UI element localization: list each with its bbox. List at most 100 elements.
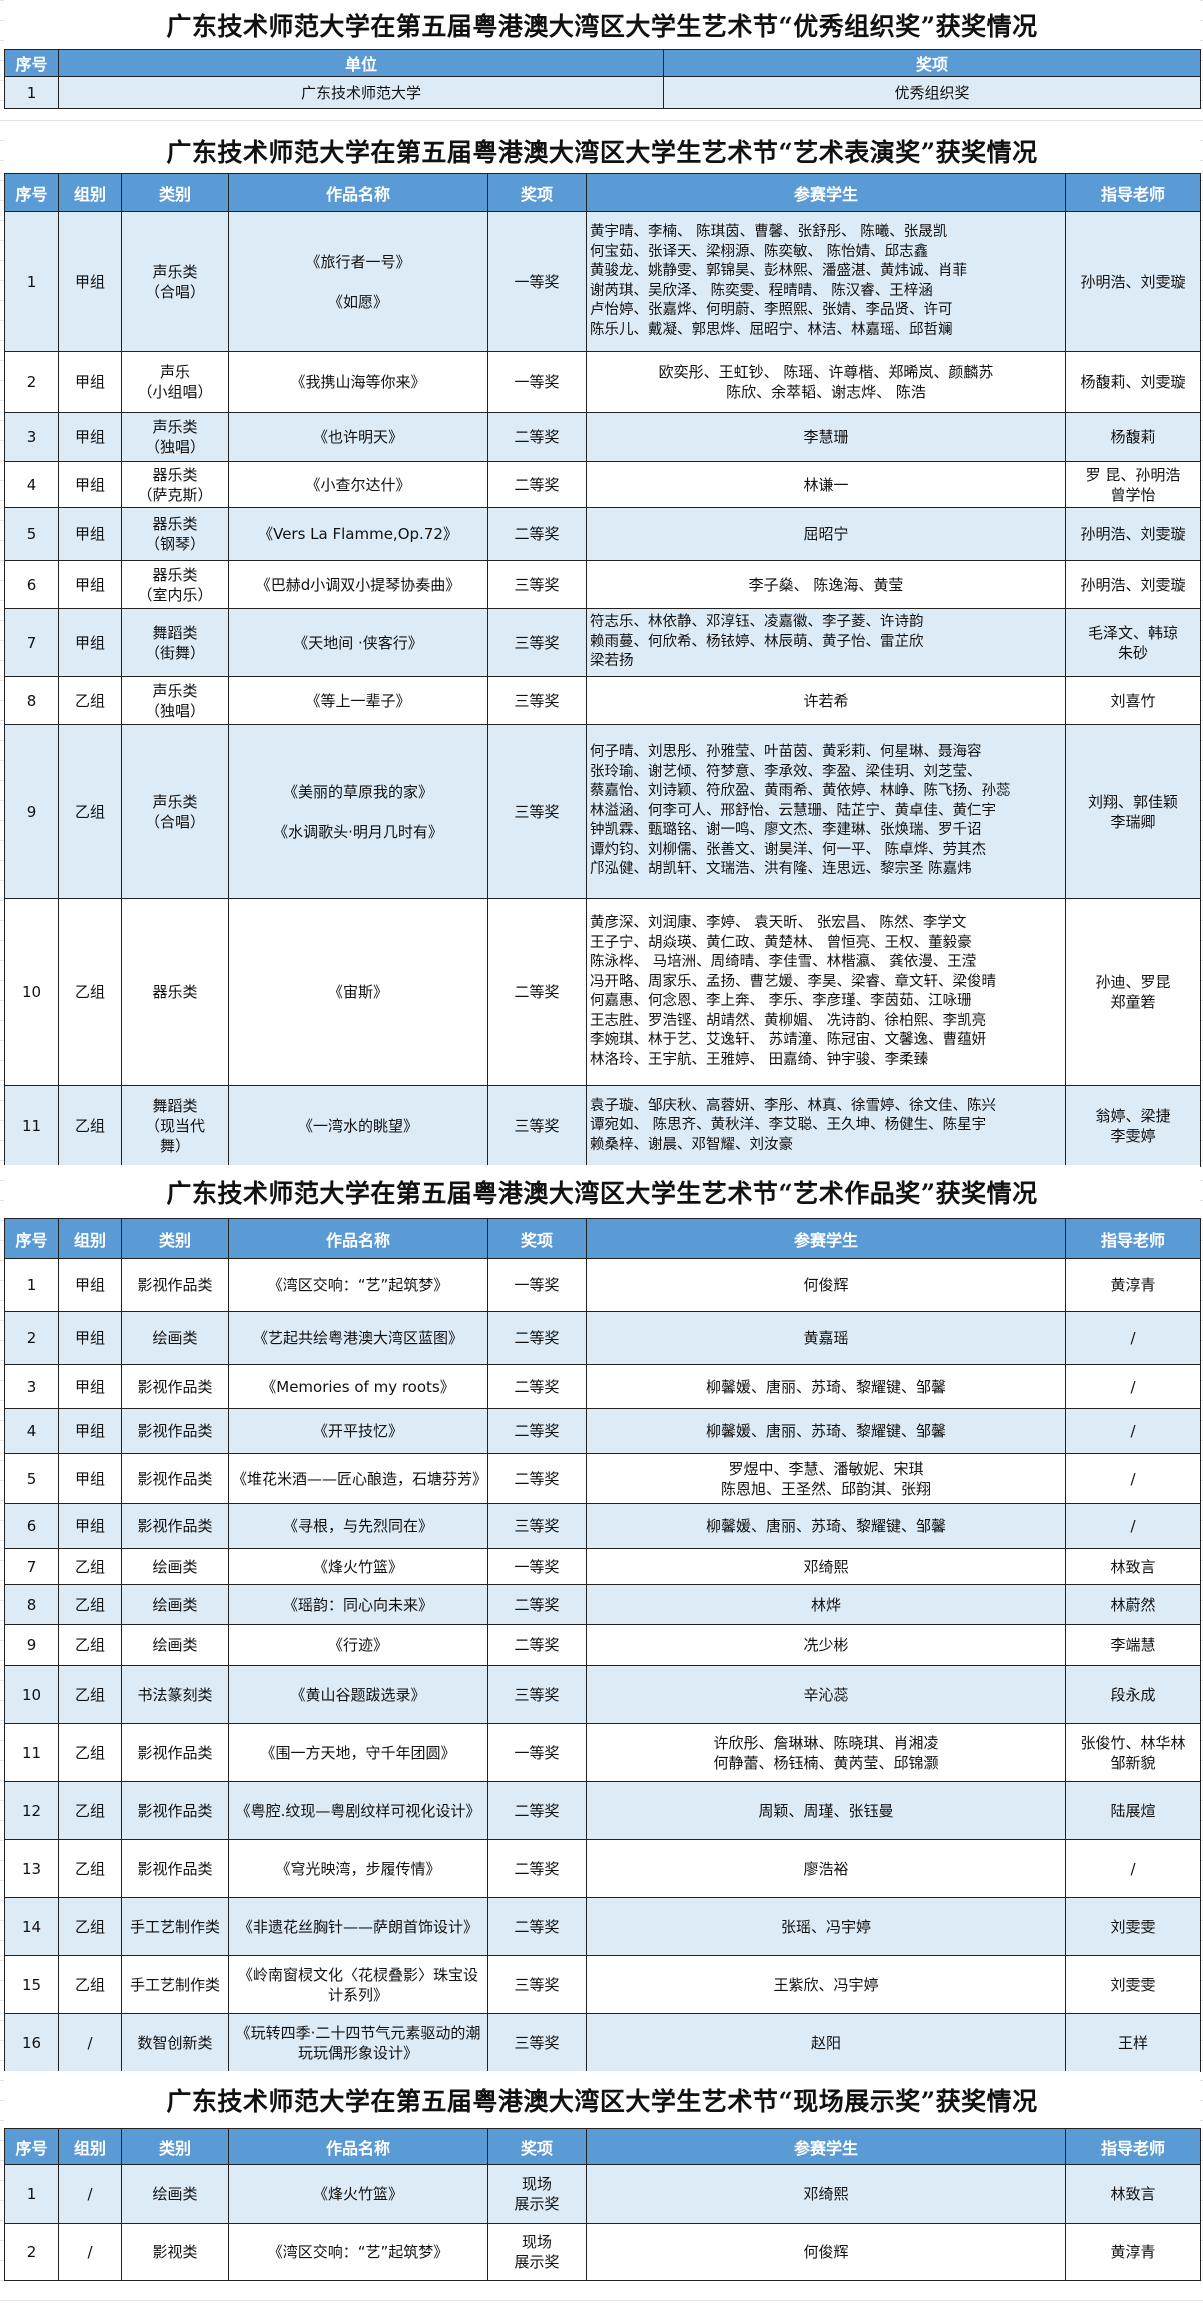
cell-group: / (58, 2164, 122, 2224)
table-row: 4 甲组 器乐类 （萨克斯） 《小查尔达什》 二等奖 林谦一罗 昆、孙明浩 曾学怡 (4, 461, 1201, 508)
cell-students: 李慧珊 (586, 412, 1066, 462)
cell-group: 乙组 (58, 1548, 122, 1585)
cell-teacher: 孙明浩、刘雯璇 (1065, 211, 1201, 352)
cell-work: 《等上一辈子》 (228, 676, 488, 725)
cell-no: 3 (4, 1364, 59, 1409)
cell-students: 罗煜中、李慧、潘敏妮、宋琪 陈恩旭、王圣然、邱韵淇、张翔 (586, 1453, 1066, 1504)
cell-students: 何子晴、刘思彤、孙雅莹、叶苗茵、黄彩莉、何星琳、聂海容 张玲瑜、谢艺倾、符梦意、… (586, 724, 1066, 899)
column-header-work: 作品名称 (228, 173, 488, 212)
cell-category: 器乐类 （萨克斯） (121, 461, 229, 508)
award-section: 广东技术师范大学在第五届粤港澳大湾区大学生艺术节“艺术作品奖”获奖情况 序号 组别类… (4, 1165, 1201, 2072)
table-row: 1 甲组 影视作品类 《湾区交响：“艺”起筑梦》 一等奖 何俊辉 黄淳青 (4, 1258, 1201, 1312)
table-row: 9 乙组 绘画类 《行迹》 二等奖 冼少彬 李端慧 (4, 1624, 1201, 1666)
cell-group: 乙组 (58, 676, 122, 725)
cell-work: 《黄山谷题跋选录》 (228, 1665, 488, 1724)
cell-category: 绘画类 (121, 1584, 229, 1625)
column-header-category: 类别 (121, 1218, 229, 1259)
cell-teacher: 黄淳青 (1065, 1258, 1201, 1312)
cell-group: 乙组 (58, 1839, 122, 1898)
table-row: 2 甲组 声乐 （小组唱） 《我携山海等你来》 一等奖 欧奕彤、王虹钞、 陈瑶、许尊楷、郑… (4, 351, 1201, 413)
cell-students: 林烨 (586, 1584, 1066, 1625)
cell-teacher: 翁婷、梁捷 李雯婷 (1065, 1085, 1201, 1167)
cell-category: 书法篆刻类 (121, 1665, 229, 1724)
cell-students: 柳馨媛、唐丽、苏琦、黎耀键、邹馨 (586, 1364, 1066, 1409)
cell-teacher: 李端慧 (1065, 1624, 1201, 1666)
table-row: 1/绘画类 《烽火竹篮》 现场 展示奖 邓绮熙 林致言 (4, 2164, 1201, 2224)
cell-work: 《天地间 ·侠客行》 (228, 608, 488, 677)
cell-teacher: 张俊竹、林华林 邹新貌 (1065, 1723, 1201, 1782)
cell-category: 器乐类 （钢琴） (121, 507, 229, 561)
cell-no: 2 (4, 1311, 59, 1365)
table-row: 7 乙组 绘画类 《烽火竹篮》 一等奖 邓绮熙 林致言 (4, 1548, 1201, 1585)
cell-group: 甲组 (58, 1311, 122, 1365)
column-header-no: 序号 (4, 49, 59, 77)
cell-group: 乙组 (58, 1085, 122, 1167)
header-row: 序号 组别 类别 作品名称 奖项 参赛学生 指导老师 (4, 2128, 1201, 2165)
table-row: 2 甲组 绘画类 《艺起共绘粤港澳大湾区蓝图》 二等奖 黄嘉瑶 / (4, 1311, 1201, 1365)
cell-no: 1 (4, 76, 59, 109)
column-header-teacher: 指导老师 (1065, 2128, 1201, 2165)
cell-category: 舞蹈类 （街舞） (121, 608, 229, 677)
award-section: 广东技术师范大学在第五届粤港澳大湾区大学生艺术节“艺术表演奖”获奖情况 序号 组别类… (4, 128, 1201, 1167)
cell-no: 2 (4, 351, 59, 413)
cell-group: 甲组 (58, 507, 122, 561)
cell-work: 《艺起共绘粤港澳大湾区蓝图》 (228, 1311, 488, 1365)
table-row: 16/数智创新类 《玩转四季·二十四节气元素驱动的潮玩玩偶形象设计》 三等奖 赵阳 王样 (4, 2013, 1201, 2072)
cell-group: 甲组 (58, 351, 122, 413)
cell-award: 三等奖 (487, 560, 587, 609)
cell-students: 邓绮熙 (586, 1548, 1066, 1585)
cell-teacher: / (1065, 1839, 1201, 1898)
cell-group: 乙组 (58, 898, 122, 1086)
cell-category: 声乐类 （合唱） (121, 211, 229, 352)
column-header-group: 组别 (58, 173, 122, 212)
cell-group: 甲组 (58, 1453, 122, 1504)
table-row: 11 乙组 影视作品类 《围一方天地，守千年团圆》 一等奖 许欣彤、詹琳琳、陈晓琪、肖湘凌… (4, 1723, 1201, 1782)
cell-work: 《烽火竹篮》 (228, 1548, 488, 1585)
cell-category: 影视作品类 (121, 1839, 229, 1898)
cell-award: 二等奖 (487, 1781, 587, 1840)
table-row: 11 乙组 舞蹈类 （现当代 舞） 《一湾水的眺望》 三等奖 袁子璇、邹庆秋、高蓉妍、李彤… (4, 1085, 1201, 1167)
table-row: 6 甲组 影视作品类 《寻根，与先烈同在》 三等奖 柳馨媛、唐丽、苏琦、黎耀键、邹馨 / (4, 1503, 1201, 1549)
cell-no: 11 (4, 1723, 59, 1782)
cell-teacher: 陆展煊 (1065, 1781, 1201, 1840)
cell-award: 一等奖 (487, 1258, 587, 1312)
cell-teacher: 黄淳青 (1065, 2223, 1201, 2281)
column-header-group: 组别 (58, 2128, 122, 2165)
table-row: 14 乙组 手工艺制作类 《非遗花丝胸针——萨朗首饰设计》 二等奖 张瑶、冯宇婷 刘雯雯 (4, 1897, 1201, 1956)
cell-award: 二等奖 (487, 507, 587, 561)
cell-students: 许欣彤、詹琳琳、陈晓琪、肖湘凌 何静蕾、杨钰楠、黄芮莹、邱锦灏 (586, 1723, 1066, 1782)
cell-teacher: 刘翔、郭佳颖 李瑞卿 (1065, 724, 1201, 899)
cell-no: 10 (4, 1665, 59, 1724)
cell-category: 器乐类 (121, 898, 229, 1086)
cell-work: 《围一方天地，守千年团圆》 (228, 1723, 488, 1782)
cell-award: 二等奖 (487, 1453, 587, 1504)
cell-work: 《瑶韵：同心向未来》 (228, 1584, 488, 1625)
table-row: 10 乙组 书法篆刻类 《黄山谷题跋选录》 三等奖 辛沁蕊 段永成 (4, 1665, 1201, 1724)
table-row: 5 甲组 器乐类 （钢琴） 《Vers La Flamme,Op.72》 二等奖 屈昭宁孙… (4, 507, 1201, 561)
cell-category: 声乐类 （独唱） (121, 676, 229, 725)
cell-group: 乙组 (58, 1897, 122, 1956)
cell-teacher: 罗 昆、孙明浩 曾学怡 (1065, 461, 1201, 508)
table-row: 5 甲组 影视作品类 《堆花米酒——匠心酿造，石塘芬芳》 二等奖 罗煜中、李慧、潘敏妮、宋… (4, 1453, 1201, 1504)
section-title: 广东技术师范大学在第五届粤港澳大湾区大学生艺术节“现场展示奖”获奖情况 (4, 2071, 1200, 2128)
cell-teacher: 毛泽文、韩琼 朱砂 (1065, 608, 1201, 677)
cell-no: 7 (4, 1548, 59, 1585)
cell-students: 黄宇晴、李楠、 陈琪茵、曹馨、张舒彤、 陈曦、张晟凯 何宝茹、张译天、梁栩源、陈… (586, 211, 1066, 352)
table-row: 15 乙组 手工艺制作类 《岭南窗棂文化〈花棂叠影〉珠宝设计系列》 三等奖 王紫欣、冯宇婷… (4, 1955, 1201, 2014)
header-row: 序号 组别 类别 作品名称 奖项 参赛学生 指导老师 (4, 1218, 1201, 1259)
cell-work: 《开平技忆》 (228, 1408, 488, 1454)
cell-group: 甲组 (58, 1408, 122, 1454)
cell-work: 《一湾水的眺望》 (228, 1085, 488, 1167)
cell-award: 二等奖 (487, 1364, 587, 1409)
cell-students: 黄彦深、刘润康、李婷、 袁天昕、 张宏昌、 陈然、李学文 王子宁、胡焱瑛、黄仁政… (586, 898, 1066, 1086)
table-row: 3 甲组 影视作品类 《Memories of my roots》 二等奖 柳馨媛、唐丽、… (4, 1364, 1201, 1409)
cell-group: 乙组 (58, 1624, 122, 1666)
cell-teacher: 王样 (1065, 2013, 1201, 2072)
cell-students: 林谦一 (586, 461, 1066, 508)
cell-award: 一等奖 (487, 1548, 587, 1585)
table-row: 10 乙组 器乐类 《宙斯》 二等奖 黄彦深、刘润康、李婷、 袁天昕、 张宏昌、 陈然、李… (4, 898, 1201, 1086)
cell-group: 甲组 (58, 412, 122, 462)
cell-no: 11 (4, 1085, 59, 1167)
column-header-work: 作品名称 (228, 1218, 488, 1259)
header-row: 序号 组别 类别 作品名称 奖项 参赛学生 指导老师 (4, 173, 1201, 212)
